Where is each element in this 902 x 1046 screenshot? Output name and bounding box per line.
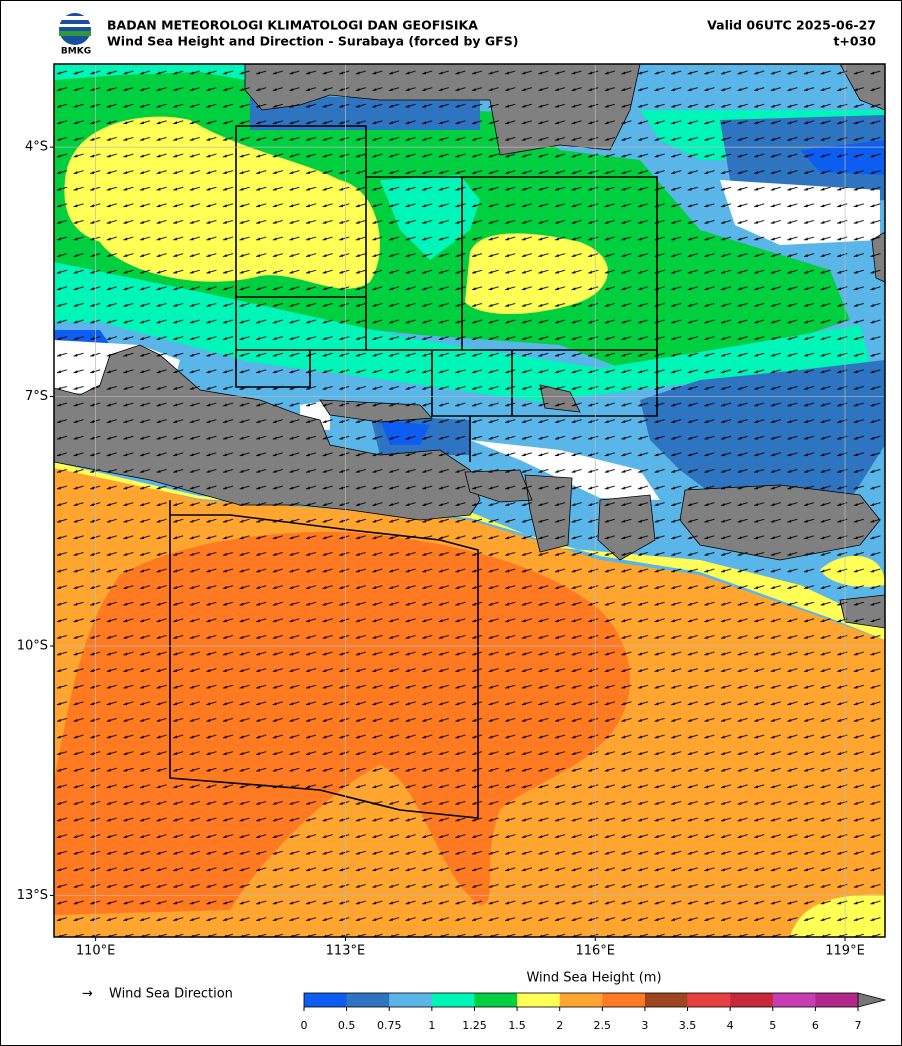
subtitle: Wind Sea Height and Direction - Surabaya… — [107, 34, 518, 49]
y-tick-label: 10°S — [17, 639, 48, 654]
legend-label: Wind Sea Direction — [109, 987, 233, 1002]
colorbar-segment — [559, 993, 603, 1007]
colorbar-segment — [389, 993, 433, 1007]
colorbar-tick-label: 1.25 — [462, 1019, 487, 1032]
colorbar-tick-label: 1.5 — [508, 1019, 526, 1032]
colorbar-tick-label: 2 — [556, 1019, 563, 1032]
colorbar-segment — [517, 993, 560, 1007]
colorbar-segment — [730, 993, 774, 1007]
colorbar-tick-label: 3 — [641, 1019, 648, 1032]
colorbar-segment — [346, 993, 390, 1007]
colorbar-tick-label: 0.75 — [377, 1019, 402, 1032]
map-frame — [53, 63, 886, 938]
logo-text: BMKG — [61, 47, 91, 57]
grid — [50, 64, 885, 941]
colorbar-tick-label: 4 — [727, 1019, 734, 1032]
colorbar-segment — [687, 993, 731, 1007]
colorbar-segment — [772, 993, 816, 1007]
colorbar-tick-label: 1 — [428, 1019, 435, 1032]
y-tick-label: 7°S — [25, 389, 48, 404]
colorbar-segment — [304, 993, 347, 1007]
colorbar-segment — [474, 993, 518, 1007]
colorbar-segment — [431, 993, 475, 1007]
colorbar: 0 0.5 0.75 1 1.25 1.5 2 2.5 3 3.5 4 5 6 7 — [301, 992, 862, 1032]
y-tick-label: 4°S — [25, 140, 48, 155]
wind-arrows — [54, 64, 885, 937]
colorbar-tick-label: 0 — [301, 1019, 308, 1032]
colorbar-tick-label: 3.5 — [679, 1019, 697, 1032]
y-tick-label: 13°S — [17, 888, 48, 903]
colorbar-tick-label: 0.5 — [338, 1019, 356, 1032]
colorbar-segment — [815, 993, 859, 1007]
map — [54, 64, 885, 937]
logo: BMKG — [59, 13, 91, 57]
colorbar-tick-label: 7 — [855, 1019, 862, 1032]
legend-arrow: → — [82, 987, 93, 1002]
colorbar-title: Wind Sea Height (m) — [526, 971, 661, 986]
colorbar-segment — [602, 993, 646, 1007]
lead-time: t+030 — [833, 34, 876, 49]
x-tick-label: 113°E — [326, 944, 366, 959]
title: BADAN METEOROLOGI KLIMATOLOGI DAN GEOFIS… — [107, 18, 478, 33]
colorbar-segment — [644, 993, 688, 1007]
colorbar-tick-label: 2.5 — [594, 1019, 612, 1032]
x-tick-label: 116°E — [575, 944, 615, 959]
colorbar-frame — [303, 992, 859, 1008]
x-tick-label: 110°E — [76, 944, 116, 959]
valid-time: Valid 06UTC 2025-06-27 — [707, 18, 876, 33]
colorbar-tick-label: 6 — [812, 1019, 819, 1032]
colorbar-tick-label: 5 — [769, 1019, 776, 1032]
zone-boundary — [235, 125, 658, 462]
x-tick-label: 119°E — [825, 944, 865, 959]
zone-boundary — [169, 500, 479, 819]
